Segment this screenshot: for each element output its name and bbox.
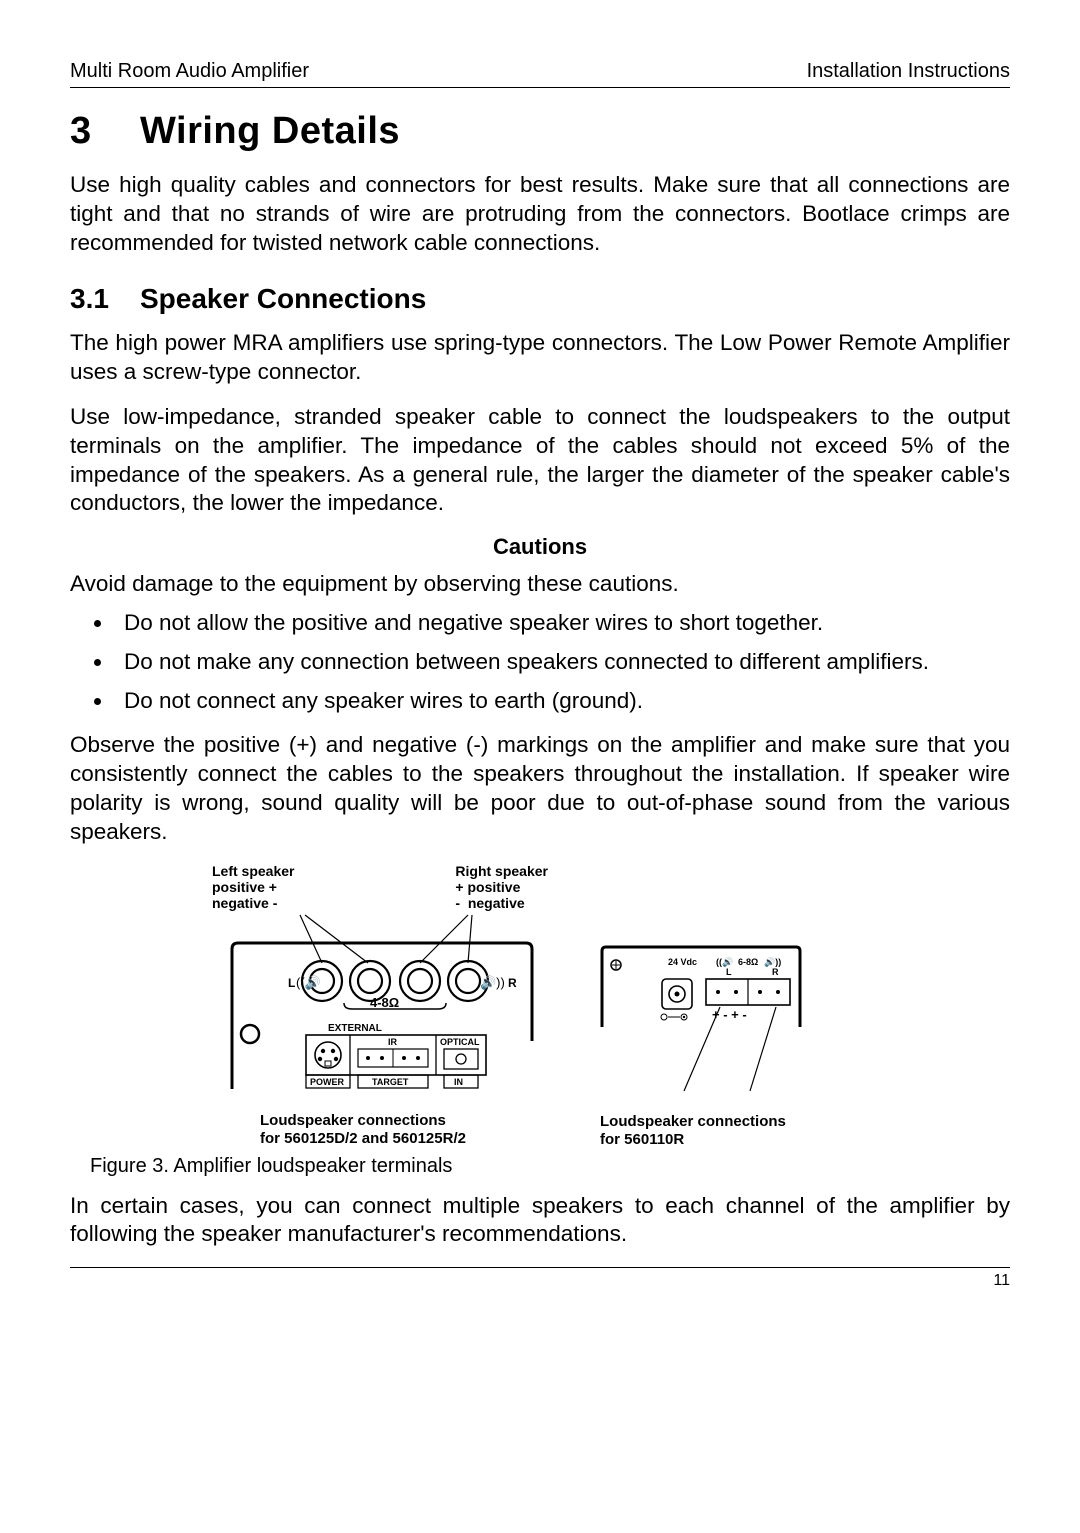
- svg-text:EXTERNAL: EXTERNAL: [328, 1023, 382, 1034]
- diagram-b-caption: Loudspeaker connections for 560110R: [600, 1113, 786, 1149]
- svg-text:((🔊: ((🔊: [296, 974, 321, 991]
- right-speaker-label: Right speaker + positive - negative: [455, 863, 548, 911]
- section-intro: Use high quality cables and connectors f…: [70, 171, 1010, 257]
- svg-text:IN: IN: [454, 1077, 463, 1087]
- svg-text:L: L: [288, 976, 295, 990]
- diagram-a-svg: L ((🔊 🔊)) R 4-8Ω EXTERNAL IR OPTICAL: [210, 911, 550, 1106]
- svg-text:OPTICAL: OPTICAL: [440, 1037, 480, 1047]
- subsection-number: 3.1: [70, 283, 140, 315]
- paragraph-4: In certain cases, you can connect multip…: [70, 1192, 1010, 1250]
- svg-text:6-8Ω: 6-8Ω: [738, 957, 758, 967]
- caution-item: Do not make any connection between speak…: [114, 648, 1010, 677]
- paragraph-1: The high power MRA amplifiers use spring…: [70, 329, 1010, 387]
- paragraph-3: Observe the positive (+) and negative (-…: [70, 731, 1010, 846]
- page-number: 11: [70, 1272, 1010, 1290]
- diagram-a-caption: Loudspeaker connections for 560125D/2 an…: [260, 1112, 466, 1148]
- diagram-560110r: 24 Vdc ((🔊 6-8Ω 🔊)) L R + - + -: [580, 907, 820, 1149]
- svg-text:TARGET: TARGET: [372, 1077, 409, 1087]
- cautions-heading: Cautions: [70, 534, 1010, 560]
- diagram-a-top-labels: Left speaker positive + negative - Right…: [210, 863, 550, 911]
- svg-text:POWER: POWER: [310, 1077, 345, 1087]
- cautions-intro: Avoid damage to the equipment by observi…: [70, 570, 1010, 599]
- subsection-title: Speaker Connections: [140, 283, 426, 314]
- header-rule: [70, 87, 1010, 88]
- diagram-b-svg: 24 Vdc ((🔊 6-8Ω 🔊)) L R + - + -: [580, 907, 820, 1107]
- section-number: 3: [70, 110, 140, 153]
- svg-text:L: L: [726, 967, 732, 977]
- header-right: Installation Instructions: [807, 60, 1010, 83]
- header-left: Multi Room Audio Amplifier: [70, 60, 309, 83]
- section-heading: 3Wiring Details: [70, 110, 1010, 153]
- footer-rule: [70, 1267, 1010, 1268]
- svg-text:IR: IR: [388, 1037, 398, 1047]
- figure-caption: Figure 3. Amplifier loudspeaker terminal…: [90, 1155, 1010, 1178]
- page-header: Multi Room Audio Amplifier Installation …: [70, 60, 1010, 83]
- figure-row: Left speaker positive + negative - Right…: [210, 863, 1010, 1149]
- svg-text:24 Vdc: 24 Vdc: [668, 957, 697, 967]
- svg-text:R: R: [508, 976, 517, 990]
- subsection-heading: 3.1Speaker Connections: [70, 283, 1010, 315]
- impedance-label: 4-8Ω: [370, 995, 399, 1010]
- svg-text:R: R: [772, 967, 779, 977]
- diagram-560125: Left speaker positive + negative - Right…: [210, 863, 550, 1148]
- paragraph-2: Use low-impedance, stranded speaker cabl…: [70, 403, 1010, 518]
- section-title: Wiring Details: [140, 110, 400, 152]
- svg-text:🔊)): 🔊)): [480, 974, 505, 991]
- cautions-list: Do not allow the positive and negative s…: [70, 609, 1010, 715]
- caution-item: Do not allow the positive and negative s…: [114, 609, 1010, 638]
- left-speaker-label: Left speaker positive + negative -: [212, 863, 294, 911]
- caution-item: Do not connect any speaker wires to eart…: [114, 687, 1010, 716]
